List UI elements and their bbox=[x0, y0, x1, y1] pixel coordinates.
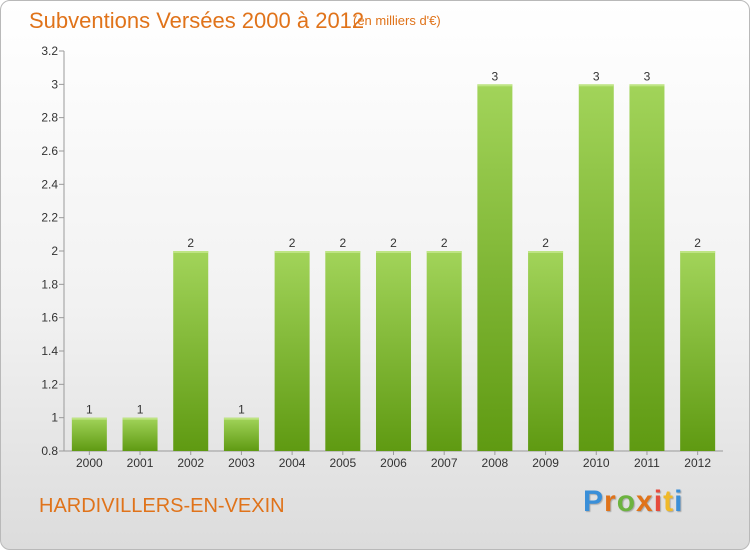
data-label: 2 bbox=[542, 236, 549, 250]
x-tick-label: 2012 bbox=[684, 456, 711, 470]
y-tick-label: 2.6 bbox=[41, 144, 58, 158]
data-label: 1 bbox=[137, 403, 144, 417]
x-tick-label: 2009 bbox=[532, 456, 559, 470]
commune-name: HARDIVILLERS-EN-VEXIN bbox=[39, 495, 285, 517]
labels: 1 2000 1 2001 2 2002 1 2003 2 2004 2 2005 2 2006 2 2007… bbox=[76, 69, 711, 470]
data-label: 3 bbox=[593, 69, 600, 83]
y-tick-label: 2.4 bbox=[41, 177, 58, 191]
y-tick-label: 1 bbox=[51, 411, 58, 425]
bar-highlight bbox=[426, 251, 462, 253]
bar-highlight bbox=[376, 251, 411, 253]
data-label: 3 bbox=[644, 69, 651, 83]
logo-letter: i bbox=[653, 485, 664, 518]
data-label: 3 bbox=[492, 69, 499, 83]
data-label: 2 bbox=[187, 236, 194, 250]
bar-highlight bbox=[528, 251, 564, 253]
logo-letter: x bbox=[636, 485, 654, 518]
data-label: 1 bbox=[86, 403, 93, 417]
y-tick-label: 2 bbox=[51, 244, 58, 258]
y-tick-label: 1.8 bbox=[41, 277, 58, 291]
chart-unit: (en milliers d'€) bbox=[353, 13, 441, 28]
bar-highlight bbox=[223, 417, 259, 420]
bar-2002 bbox=[173, 251, 209, 451]
bar-2004 bbox=[274, 251, 310, 451]
proxiti-logo[interactable]: Proxiti bbox=[583, 485, 683, 519]
data-label: 2 bbox=[390, 236, 397, 250]
y-tick-label: 1.4 bbox=[41, 344, 58, 358]
bar-highlight bbox=[629, 84, 665, 87]
data-label: 2 bbox=[694, 236, 701, 250]
y-tick-label: 2.2 bbox=[41, 211, 58, 225]
bar-2012 bbox=[680, 251, 716, 451]
bar-2001 bbox=[122, 417, 158, 451]
bars bbox=[71, 84, 716, 451]
chart-title: Subventions Versées 2000 à 2012 bbox=[29, 8, 365, 33]
bar-highlight bbox=[173, 251, 209, 253]
bar-highlight bbox=[477, 84, 513, 87]
x-tick-label: 2006 bbox=[380, 456, 407, 470]
bar-2007 bbox=[426, 251, 462, 451]
data-label: 1 bbox=[238, 403, 245, 417]
x-tick-label: 2003 bbox=[228, 456, 255, 470]
bar-highlight bbox=[122, 417, 158, 420]
bar-2005 bbox=[325, 251, 361, 451]
y-tick-label: 1.6 bbox=[41, 311, 58, 325]
x-tick-label: 2000 bbox=[76, 456, 103, 470]
bar-2011 bbox=[629, 84, 665, 451]
y-tick-label: 2.8 bbox=[41, 111, 58, 125]
x-tick-label: 2002 bbox=[177, 456, 204, 470]
bar-2008 bbox=[477, 84, 513, 451]
x-tick-label: 2011 bbox=[634, 456, 660, 470]
y-tick-label: 3 bbox=[51, 77, 58, 91]
y-tick-label: 3.2 bbox=[41, 44, 58, 58]
x-tick-label: 2005 bbox=[329, 456, 356, 470]
logo-letter: r bbox=[604, 485, 617, 518]
x-tick-label: 2010 bbox=[583, 456, 610, 470]
logo-letter: o bbox=[616, 485, 637, 518]
bar-2000 bbox=[71, 417, 107, 451]
bar-2006 bbox=[376, 251, 411, 451]
logo-letter: t bbox=[663, 485, 675, 518]
logo-letter: i bbox=[674, 485, 684, 518]
x-tick-label: 2008 bbox=[482, 456, 509, 470]
bar-2009 bbox=[528, 251, 564, 451]
bar-highlight bbox=[578, 84, 614, 87]
bar-highlight bbox=[71, 417, 107, 420]
data-label: 2 bbox=[441, 236, 448, 250]
x-tick-label: 2004 bbox=[279, 456, 306, 470]
x-tick-label: 2001 bbox=[127, 456, 154, 470]
bar-highlight bbox=[680, 251, 716, 253]
data-label: 2 bbox=[339, 236, 346, 250]
data-label: 2 bbox=[289, 236, 296, 250]
bar-2003 bbox=[223, 417, 259, 451]
logo-letter: P bbox=[583, 485, 605, 518]
x-tick-label: 2007 bbox=[431, 456, 458, 470]
bar-highlight bbox=[325, 251, 361, 253]
y-tick-label: 1.2 bbox=[41, 377, 58, 391]
y-tick-label: 0.8 bbox=[41, 444, 58, 458]
bar-highlight bbox=[274, 251, 310, 253]
bar-2010 bbox=[578, 84, 614, 451]
